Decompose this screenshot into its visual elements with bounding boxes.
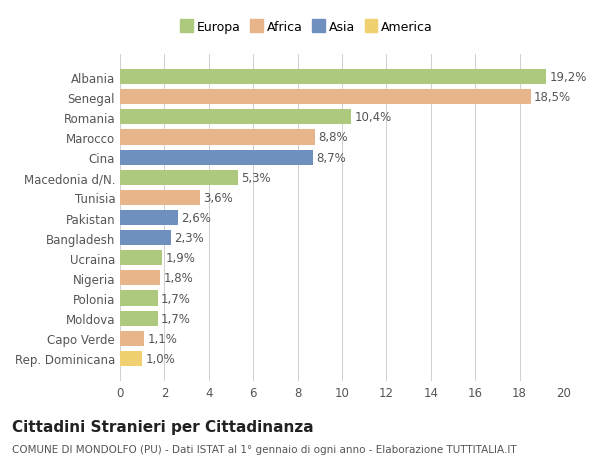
Text: 2,6%: 2,6% [181, 212, 211, 224]
Text: 1,8%: 1,8% [163, 272, 193, 285]
Bar [120, 331, 145, 346]
Bar [120, 70, 546, 85]
Text: 1,1%: 1,1% [148, 332, 178, 345]
Bar [120, 351, 142, 366]
Bar [120, 90, 531, 105]
Bar [120, 190, 200, 206]
Text: 19,2%: 19,2% [550, 71, 587, 84]
Bar [120, 251, 162, 266]
Text: 5,3%: 5,3% [241, 171, 271, 185]
Bar [120, 230, 171, 246]
Bar [120, 271, 160, 286]
Bar [120, 130, 316, 145]
Text: 1,9%: 1,9% [166, 252, 196, 265]
Bar [120, 170, 238, 185]
Text: Cittadini Stranieri per Cittadinanza: Cittadini Stranieri per Cittadinanza [12, 419, 314, 434]
Bar [120, 211, 178, 225]
Bar [120, 291, 158, 306]
Text: 18,5%: 18,5% [534, 91, 571, 104]
Text: 1,0%: 1,0% [146, 352, 175, 365]
Text: 3,6%: 3,6% [203, 191, 233, 204]
Text: 1,7%: 1,7% [161, 312, 191, 325]
Text: 1,7%: 1,7% [161, 292, 191, 305]
Bar [120, 311, 158, 326]
Text: 10,4%: 10,4% [354, 111, 391, 124]
Text: COMUNE DI MONDOLFO (PU) - Dati ISTAT al 1° gennaio di ogni anno - Elaborazione T: COMUNE DI MONDOLFO (PU) - Dati ISTAT al … [12, 444, 517, 454]
Text: 8,8%: 8,8% [319, 131, 349, 144]
Text: 2,3%: 2,3% [175, 232, 204, 245]
Bar [120, 110, 351, 125]
Bar [120, 150, 313, 165]
Legend: Europa, Africa, Asia, America: Europa, Africa, Asia, America [178, 19, 436, 37]
Text: 8,7%: 8,7% [316, 151, 346, 164]
